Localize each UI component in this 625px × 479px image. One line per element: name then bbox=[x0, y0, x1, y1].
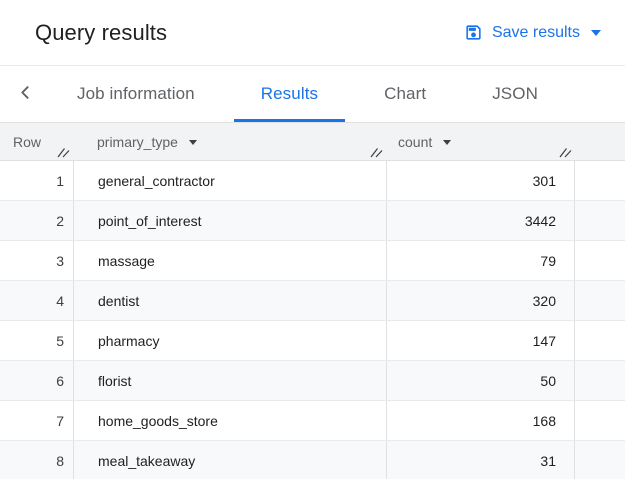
filler-cell bbox=[575, 361, 625, 400]
save-results-button[interactable]: Save results bbox=[456, 17, 609, 48]
count-cell: 147 bbox=[386, 321, 575, 360]
column-resize-handle[interactable] bbox=[57, 147, 70, 158]
table-header-row: Row primary_type count bbox=[0, 123, 625, 161]
row-number-cell: 8 bbox=[56, 452, 64, 469]
table-row: 6 florist 50 bbox=[0, 361, 625, 401]
primary-type-cell: florist bbox=[73, 361, 386, 400]
table-row: 5 pharmacy 147 bbox=[0, 321, 625, 361]
table-body: 1 general_contractor 301 2 point_of_inte… bbox=[0, 161, 625, 479]
column-header-row: Row bbox=[0, 123, 73, 160]
tabbar: Job information Results Chart JSON bbox=[0, 66, 625, 123]
primary-type-cell: meal_takeaway bbox=[73, 441, 386, 479]
count-cell: 168 bbox=[386, 401, 575, 440]
count-cell: 3442 bbox=[386, 201, 575, 240]
column-header-row-label: Row bbox=[13, 133, 42, 150]
tab-label: Results bbox=[260, 84, 319, 103]
table-row: 7 home_goods_store 168 bbox=[0, 401, 625, 441]
row-number-cell: 6 bbox=[56, 372, 64, 389]
count-cell: 301 bbox=[386, 161, 575, 200]
filler-cell bbox=[575, 201, 625, 240]
chevron-left-icon bbox=[17, 84, 34, 104]
column-resize-handle[interactable] bbox=[559, 147, 572, 158]
column-header-primary-type-label: primary_type bbox=[97, 133, 178, 150]
table-row: 1 general_contractor 301 bbox=[0, 161, 625, 201]
count-cell: 320 bbox=[386, 281, 575, 320]
column-header-count-label: count bbox=[398, 133, 433, 150]
column-resize-handle[interactable] bbox=[370, 147, 383, 158]
save-results-label: Save results bbox=[491, 23, 580, 41]
titlebar: Query results Save results bbox=[0, 0, 625, 66]
column-header-filler bbox=[575, 123, 625, 160]
save-icon bbox=[464, 23, 483, 42]
filler-cell bbox=[575, 441, 625, 479]
row-number-cell: 7 bbox=[56, 412, 64, 429]
count-cell: 50 bbox=[386, 361, 575, 400]
tab-json[interactable]: JSON bbox=[465, 66, 565, 122]
table-row: 4 dentist 320 bbox=[0, 281, 625, 321]
primary-type-cell: home_goods_store bbox=[73, 401, 386, 440]
row-number-cell: 4 bbox=[56, 292, 64, 309]
tab-label: JSON bbox=[492, 84, 538, 103]
save-dropdown-caret-icon bbox=[591, 29, 601, 36]
row-number-cell: 2 bbox=[56, 212, 64, 229]
tab-chart[interactable]: Chart bbox=[357, 66, 453, 122]
tab-results[interactable]: Results bbox=[233, 66, 346, 122]
table-row: 3 massage 79 bbox=[0, 241, 625, 281]
row-number-cell: 5 bbox=[56, 332, 64, 349]
sort-caret-icon[interactable] bbox=[188, 140, 197, 145]
row-number-cell: 3 bbox=[56, 252, 64, 269]
tab-job-information[interactable]: Job information bbox=[50, 66, 222, 122]
filler-cell bbox=[575, 161, 625, 200]
tabs-scroll-left-button[interactable] bbox=[6, 66, 44, 122]
tab-list: Job information Results Chart JSON bbox=[44, 66, 571, 122]
count-cell: 79 bbox=[386, 241, 575, 280]
table-row: 8 meal_takeaway 31 bbox=[0, 441, 625, 479]
filler-cell bbox=[575, 241, 625, 280]
column-header-primary-type[interactable]: primary_type bbox=[73, 123, 386, 160]
primary-type-cell: dentist bbox=[73, 281, 386, 320]
primary-type-cell: general_contractor bbox=[73, 161, 386, 200]
row-number-cell: 1 bbox=[56, 172, 64, 189]
tab-label: Chart bbox=[384, 84, 427, 103]
table-row: 2 point_of_interest 3442 bbox=[0, 201, 625, 241]
filler-cell bbox=[575, 281, 625, 320]
filler-cell bbox=[575, 321, 625, 360]
filler-cell bbox=[575, 401, 625, 440]
column-header-count[interactable]: count bbox=[386, 123, 575, 160]
count-cell: 31 bbox=[386, 441, 575, 479]
page-title: Query results bbox=[35, 19, 168, 45]
sort-caret-icon[interactable] bbox=[443, 140, 452, 145]
tab-label: Job information bbox=[77, 84, 195, 103]
primary-type-cell: pharmacy bbox=[73, 321, 386, 360]
primary-type-cell: point_of_interest bbox=[73, 201, 386, 240]
primary-type-cell: massage bbox=[73, 241, 386, 280]
